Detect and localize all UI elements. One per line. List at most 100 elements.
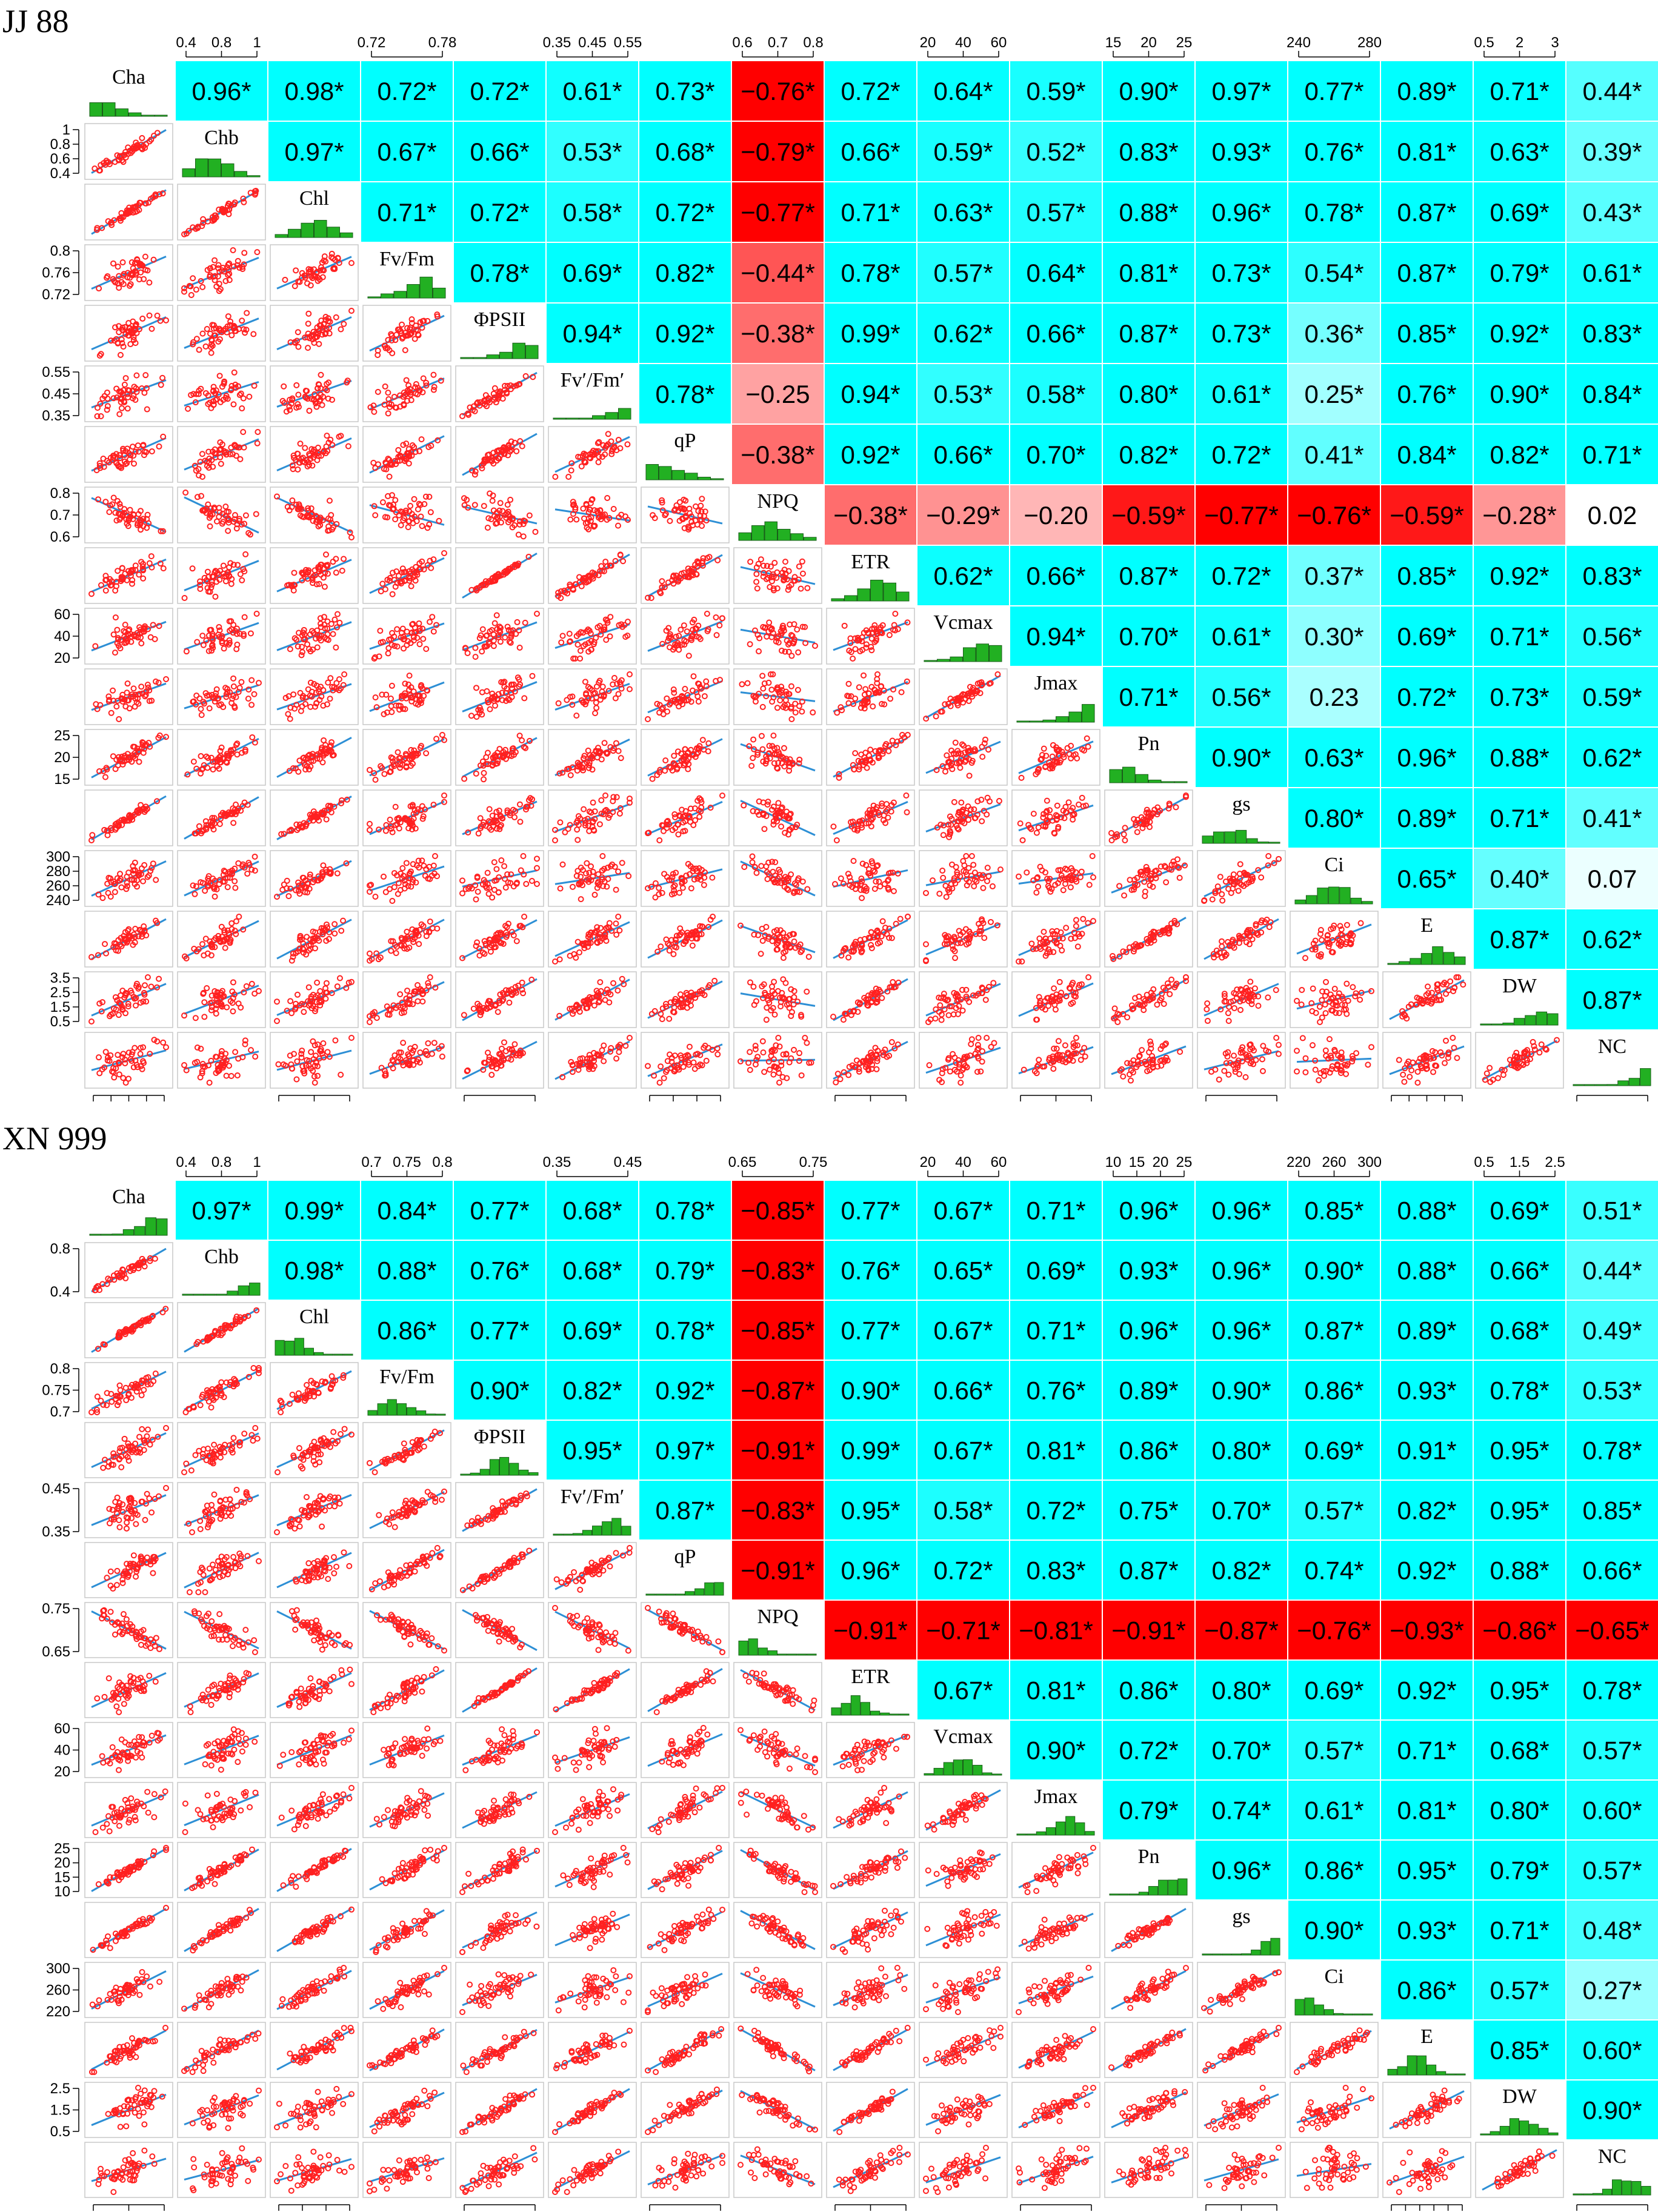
scatter-point (219, 510, 226, 517)
scatter-point (243, 327, 250, 333)
scatter-point (438, 377, 444, 384)
scatter-point (225, 508, 232, 515)
scatter-point (116, 329, 122, 336)
scatter-point (116, 516, 123, 523)
scatter-point (419, 523, 425, 530)
scatter-point (245, 530, 252, 536)
scatter-point (413, 322, 419, 329)
scatter-point (115, 280, 121, 287)
scatter-point (570, 499, 576, 505)
corr-value: 0.97* (284, 138, 344, 166)
scatter-point (287, 339, 294, 345)
scatter-point (297, 440, 304, 447)
scatter-point (288, 397, 295, 404)
corr-cell (547, 182, 638, 242)
scatter-point (319, 402, 325, 408)
scatter-point (585, 509, 592, 516)
scatter-point (150, 256, 157, 263)
corr-value: 0.87* (1397, 259, 1456, 287)
scatter-point (407, 503, 414, 510)
scatter-point (142, 267, 149, 273)
scatter-point (662, 511, 669, 517)
scatter-point (160, 528, 167, 534)
scatter-point (102, 499, 109, 505)
scatter-point (207, 513, 214, 519)
variable-label: ETR (851, 551, 890, 573)
scatter-point (399, 509, 405, 516)
corr-value: 0.72* (1211, 440, 1271, 469)
scatter-point (193, 225, 199, 232)
scatter-point (306, 451, 313, 457)
scatter-point (424, 525, 431, 531)
scatter-point (385, 337, 391, 344)
fit-line (462, 433, 538, 476)
corr-cell (176, 61, 267, 121)
corr-value: 0.52* (1026, 138, 1085, 166)
scatter-point (281, 383, 287, 390)
histogram-bar (831, 598, 844, 602)
scatter-point (240, 395, 247, 402)
histogram-bar (473, 357, 487, 359)
scatter-point (232, 385, 239, 391)
scatter-point (240, 429, 247, 435)
scatter-point (324, 433, 330, 439)
scatter-point (238, 390, 244, 397)
scatter-point (403, 456, 410, 463)
scatter-point (291, 283, 298, 290)
scatter-point (464, 496, 470, 503)
corr-value: 0.59* (1582, 683, 1642, 711)
scatter-point (141, 448, 148, 455)
scatter-point (158, 528, 164, 534)
corr-value: 0.58* (562, 198, 622, 227)
scatter-point (573, 516, 580, 523)
scatter-point (325, 395, 331, 402)
scatter-point (181, 285, 187, 291)
corr-cell (454, 182, 545, 242)
scatter-point (403, 377, 410, 384)
histogram-bar (327, 227, 340, 238)
scatter-point (226, 271, 233, 277)
scatter-point (305, 266, 312, 273)
scatter-point (494, 393, 501, 399)
scatter-point (110, 276, 116, 282)
corr-value: 0.89* (1397, 77, 1456, 105)
scatter-point (690, 522, 696, 528)
scatter-point (218, 460, 224, 467)
scatter-point (118, 279, 125, 285)
scatter-point (118, 465, 125, 471)
fit-line (184, 317, 259, 349)
histogram-bar (671, 470, 685, 480)
histogram-bar (1328, 886, 1340, 905)
histogram-bar (1122, 766, 1136, 783)
histogram-bar (367, 296, 381, 299)
histogram-bar (419, 276, 433, 299)
scatter-point (588, 514, 594, 520)
corr-cell (732, 61, 824, 121)
scatter-point (104, 407, 110, 413)
scatter-point (118, 336, 125, 343)
scatter-point (418, 436, 425, 443)
scatter-point (295, 329, 301, 336)
scatter-point (316, 397, 323, 404)
scatter-point (329, 396, 336, 403)
corr-value: 0.59* (1026, 77, 1085, 105)
scatter-point (327, 319, 333, 325)
scatter-point (402, 347, 408, 354)
scatter-point (324, 380, 330, 387)
corr-cell (639, 122, 731, 181)
corr-value: 0.65* (1397, 865, 1456, 893)
scatter-point (605, 431, 611, 437)
corr-value: 0.72* (470, 77, 529, 105)
scatter-point (295, 401, 301, 408)
corr-value: 0.63* (933, 198, 993, 227)
corr-value: 0.41* (1582, 804, 1642, 832)
scatter-point (301, 272, 308, 279)
scatter-point (587, 500, 594, 507)
scatter-point (685, 526, 692, 533)
scatter-point (230, 519, 237, 525)
scatter-point (131, 384, 138, 390)
scatter-point (301, 514, 307, 520)
corr-cell (825, 182, 916, 242)
histogram-bar (1030, 720, 1043, 723)
scatter-point (100, 160, 107, 167)
